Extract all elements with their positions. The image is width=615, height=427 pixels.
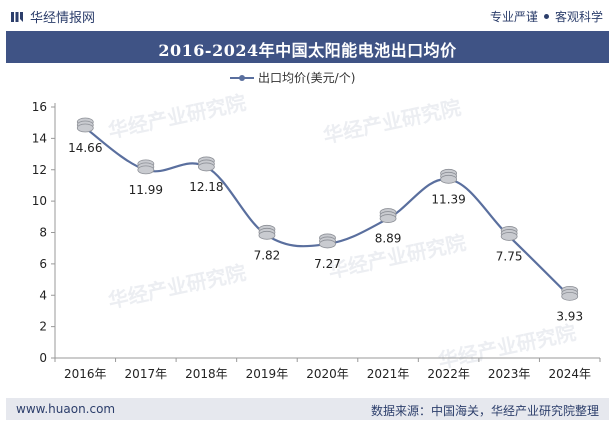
brand-name: 华经情报网 bbox=[30, 11, 96, 26]
x-tick-label: 2019年 bbox=[246, 367, 289, 381]
data-label: 7.75 bbox=[496, 249, 523, 263]
y-tick-label: 14 bbox=[32, 131, 47, 145]
data-label: 14.66 bbox=[68, 141, 102, 155]
data-label: 12.18 bbox=[189, 180, 223, 194]
separator-dot-icon bbox=[543, 14, 549, 19]
series-line bbox=[84, 127, 571, 298]
x-tick-label: 2021年 bbox=[367, 367, 410, 381]
x-tick-label: 2022年 bbox=[427, 367, 470, 381]
x-tick-label: 2024年 bbox=[548, 367, 591, 381]
y-tick-label: 16 bbox=[32, 100, 47, 114]
legend-marker-icon bbox=[239, 75, 245, 81]
y-tick-label: 0 bbox=[39, 351, 47, 365]
footer-site[interactable]: www.huaon.com bbox=[16, 402, 116, 416]
data-point-marker bbox=[440, 168, 458, 184]
tagline-right: 客观科学 bbox=[554, 10, 603, 24]
data-label: 7.82 bbox=[254, 248, 281, 262]
x-tick-label: 2018年 bbox=[185, 367, 228, 381]
title-bar: 2016-2024年中国太阳能电池出口均价 bbox=[6, 31, 609, 63]
x-tick-label: 2023年 bbox=[488, 367, 531, 381]
watermark-text: 华经产业研究院 bbox=[106, 260, 248, 313]
tagline-left: 专业严谨 bbox=[489, 10, 538, 24]
data-point-marker bbox=[379, 208, 397, 223]
legend-label: 出口均价(美元/个) bbox=[258, 71, 355, 85]
data-point-marker bbox=[197, 156, 215, 172]
y-tick-label: 6 bbox=[39, 257, 47, 271]
y-tick-label: 8 bbox=[39, 226, 47, 240]
data-point-marker bbox=[500, 226, 518, 241]
y-tick-label: 12 bbox=[32, 163, 47, 177]
y-tick-label: 2 bbox=[39, 320, 47, 334]
line-chart: 华经产业研究院 华经产业研究院华经产业研究院华经产业研究院华经产业研究院出口均价(… bbox=[32, 71, 601, 381]
data-point-marker bbox=[561, 285, 579, 301]
data-label: 3.93 bbox=[556, 309, 583, 323]
data-point-marker bbox=[76, 117, 94, 133]
watermark-text: 华经产业研究院 bbox=[436, 320, 578, 373]
data-label: 11.99 bbox=[129, 183, 163, 197]
footer-source: 数据来源：中国海关，华经产业研究院整理 bbox=[370, 404, 599, 418]
data-point-marker bbox=[258, 224, 276, 240]
brand[interactable]: 华经情报网 bbox=[10, 7, 95, 26]
x-tick-label: 2020年 bbox=[306, 367, 349, 381]
data-label: 11.39 bbox=[431, 192, 465, 206]
data-label: 8.89 bbox=[375, 232, 402, 246]
footer-bar: www.huaon.com 数据来源：中国海关，华经产业研究院整理 bbox=[6, 398, 609, 420]
x-tick-label: 2016年 bbox=[64, 367, 107, 381]
watermark-text: 华经产业研究院 bbox=[106, 90, 248, 143]
watermark-text: 华经产业研究院 bbox=[321, 95, 463, 148]
y-tick-label: 4 bbox=[39, 288, 47, 302]
data-point-marker bbox=[319, 233, 336, 249]
chart-title: 2016-2024年中国太阳能电池出口均价 bbox=[158, 41, 457, 60]
data-label: 7.27 bbox=[314, 257, 341, 271]
huajing-logo-icon bbox=[11, 11, 23, 22]
top-bar: 华经情报网 专业严谨 客观科学 bbox=[0, 0, 615, 30]
y-tick-label: 10 bbox=[32, 194, 47, 208]
x-tick-label: 2017年 bbox=[125, 367, 168, 381]
data-point-marker bbox=[137, 159, 155, 175]
tagline: 专业严谨 客观科学 bbox=[490, 8, 603, 25]
